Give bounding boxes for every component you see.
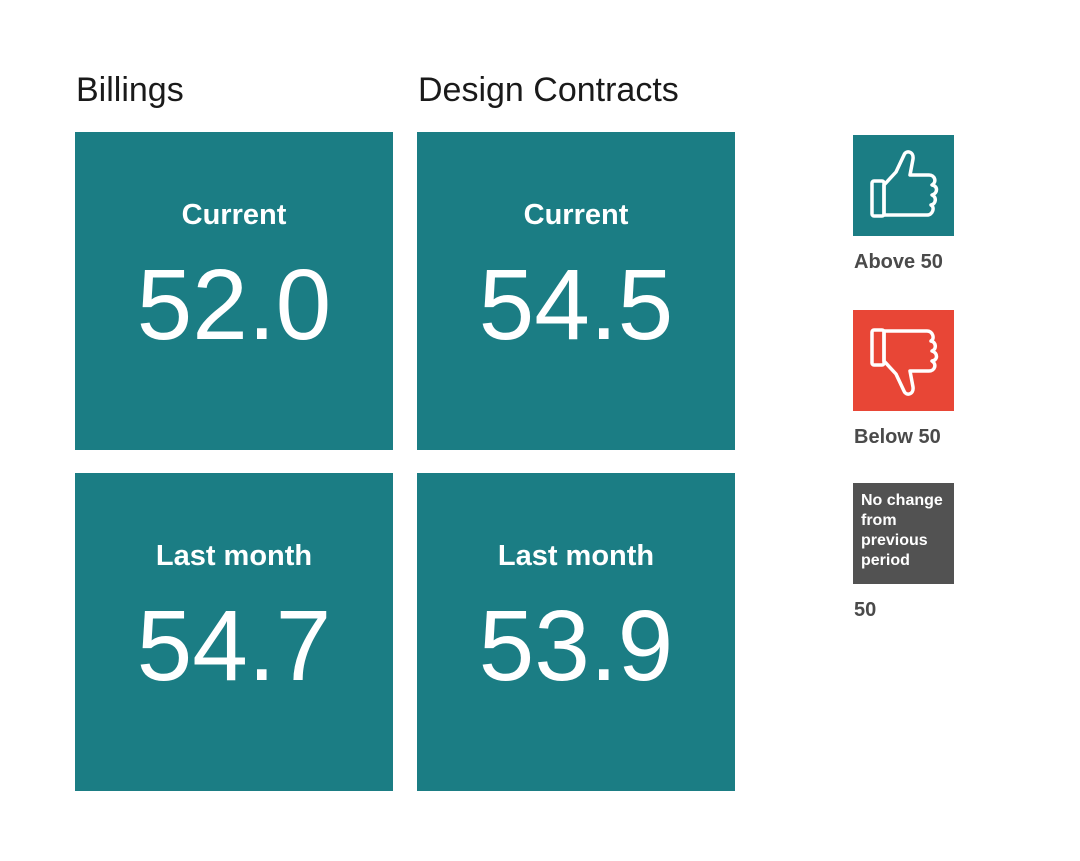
billings-current-value: 52.0 (136, 249, 332, 361)
thumbs-down-icon (870, 328, 939, 396)
design-contracts-last-month-value: 53.9 (478, 590, 674, 702)
design-contracts-last-month-label: Last month (497, 540, 655, 572)
above-legend-box (853, 135, 954, 236)
billings-last-month-label: Last month (155, 540, 313, 572)
billings-last-month-value: 54.7 (136, 590, 332, 702)
below-legend-label: Below 50 (854, 426, 941, 448)
billings-last-month-tile: Last month 54.7 (75, 473, 393, 791)
design-contracts-current-tile: Current 54.5 (417, 132, 735, 450)
design-contracts-current-label: Current (523, 199, 629, 231)
design-contracts-current-value: 54.5 (478, 249, 674, 361)
design-contracts-title: Design Contracts (418, 71, 679, 109)
design-contracts-last-month-tile: Last month 53.9 (417, 473, 735, 791)
no-change-box-text: No change from previous period (861, 492, 943, 569)
above-legend-label: Above 50 (854, 251, 943, 273)
no-change-legend-label: 50 (854, 599, 877, 621)
below-legend-box (853, 310, 954, 411)
billings-title: Billings (76, 71, 184, 109)
billings-current-tile: Current 52.0 (75, 132, 393, 450)
no-change-legend-box: No change from previous period (853, 483, 954, 584)
thumbs-up-icon (870, 150, 939, 218)
billings-current-label: Current (181, 199, 287, 231)
